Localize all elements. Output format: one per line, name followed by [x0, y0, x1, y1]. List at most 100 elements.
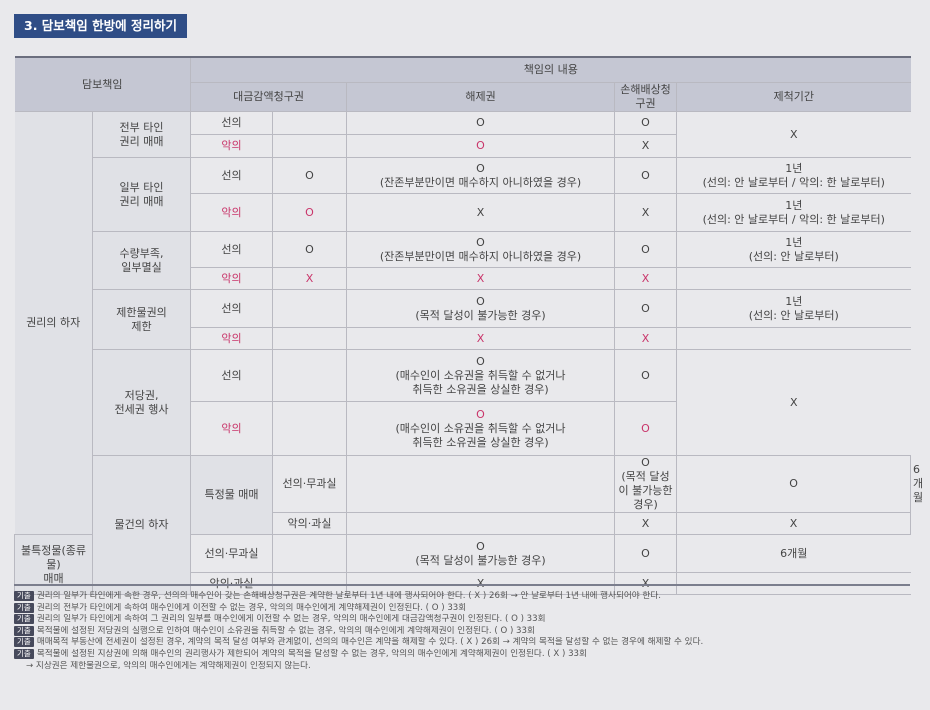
price-reduction-value: O: [272, 193, 348, 232]
rescission-condition: (매수인이 소유권을 취득할 수 없거나 취득한 소유권을 상실한 경우): [395, 368, 566, 396]
period-value: 1년 (선의: 안 날로부터): [676, 231, 911, 268]
rescission-value: X: [346, 193, 616, 232]
good-faith-label: 선의: [190, 157, 274, 194]
rescission-value: O: [346, 134, 616, 158]
damages-value: O: [676, 455, 912, 513]
table-row: 악의 O X: [15, 134, 911, 158]
period-value: 1년 (선의: 안 날로부터 / 악의: 한 날로부터): [676, 193, 911, 232]
good-faith-label: 선의: [190, 231, 274, 268]
damages-value: O: [614, 111, 678, 135]
rescission-condition: (목적 달성이 불가능한 경우): [415, 308, 546, 322]
rescission-mark: O: [476, 161, 485, 175]
period-empty: [676, 572, 911, 595]
good-faith-label: 선의: [190, 349, 274, 402]
damages-value: X: [614, 193, 678, 232]
rescission-value: O (매수인이 소유권을 취득할 수 없거나 취득한 소유권을 상실한 경우): [346, 401, 616, 456]
table-row: 악의 O X X 1년 (선의: 안 날로부터 / 악의: 한 날로부터): [15, 193, 911, 232]
header-liability: 담보책임: [14, 56, 192, 112]
row-mortgage: 저당권, 전세권 행사: [91, 349, 192, 456]
category-goods: 물건의 하자: [92, 455, 192, 595]
good-no-fault-label: 선의·무과실: [190, 534, 274, 573]
table-row: 물건의 하자 특정물 매매 선의·무과실 O (목적 달성이 불가능한 경우) O…: [15, 455, 923, 595]
note-text: 매매목적 부동산에 전세권이 설정된 경우, 계약의 목적 달성 여부와 관계없…: [36, 637, 704, 648]
exam-tag: 기출: [14, 648, 34, 659]
bad-faith-label: 악의: [190, 134, 274, 158]
table-row: 저당권, 전세권 행사 선의 O (매수인이 소유권을 취득할 수 없거나 취득한…: [15, 349, 911, 456]
rescission-value: O (목적 달성이 불가능한 경우): [346, 289, 616, 328]
row-specific: 특정물 매매: [190, 455, 274, 535]
damages-value: X: [614, 327, 678, 350]
bad-faith-label: 악의: [190, 327, 274, 350]
table-row: 악의 X X X: [15, 267, 911, 290]
liability-table: 담보책임 책임의 내용 대금감액청구권 해제권 손해배상청구권 제척기간 권리의…: [14, 56, 923, 595]
exam-notes: 기출 권리의 일부가 타인에게 속한 경우, 선의의 매수인이 갖는 손해배상청구…: [14, 584, 910, 672]
header-row-2: 대금감액청구권 해제권 손해배상청구권 제척기간: [15, 82, 911, 112]
price-reduction-value: O: [272, 231, 348, 268]
good-faith-label: 선의: [190, 289, 274, 328]
note-item: 기출 권리의 전부가 타인에게 속하여 매수인에게 이전할 수 없는 경우, 악의…: [14, 602, 910, 615]
note-text: 목적물에 설정된 저당권의 실행으로 인하여 매수인이 소유권을 취득할 수 없…: [36, 625, 535, 636]
price-reduction-value: O: [272, 157, 348, 194]
rescission-value: X: [614, 512, 678, 535]
period-value: 1년 (선의: 안 날로부터 / 악의: 한 날로부터): [676, 157, 911, 194]
header-content: 책임의 내용: [190, 56, 911, 83]
empty-cell: [272, 534, 348, 573]
damages-value: X: [614, 134, 678, 158]
row-part-other: 일부 타인 권리 매매: [91, 157, 192, 232]
rescission-value: O (잔존부분만이면 매수하지 아니하였을 경우): [346, 157, 616, 194]
table-row: 수량부족, 일부멸실 선의 O O (잔존부분만이면 매수하지 아니하였을 경우)…: [15, 231, 911, 290]
row-quantity: 수량부족, 일부멸실: [91, 231, 192, 290]
empty-cell: [272, 134, 348, 158]
header-damages: 손해배상청구권: [614, 82, 678, 112]
table-row: 제한물권의 제한 선의 O (목적 달성이 불가능한 경우) O 1년 (선의: …: [15, 289, 911, 350]
exam-tag: 기출: [14, 591, 34, 601]
note-text: 권리의 전부가 타인에게 속하여 매수인에게 이전할 수 없는 경우, 악의의 …: [36, 602, 467, 613]
table-row: 권리의 하자 전부 타인 권리 매매 선의 O O X: [14, 111, 911, 535]
damages-value: X: [614, 572, 678, 595]
note-item: 기출 권리의 일부가 타인에게 속하여 그 권리의 일부를 매수인에게 이전할 수…: [14, 614, 910, 626]
row-restricted: 제한물권의 제한: [91, 289, 192, 350]
rescission-condition: (잔존부분만이면 매수하지 아니하였을 경우): [379, 249, 582, 263]
row-all-other: 전부 타인 권리 매매: [91, 111, 192, 158]
table-row: 일부 타인 권리 매매 선의 O O (잔존부분만이면 매수하지 아니하였을 경우…: [15, 157, 911, 232]
exam-tag: 기출: [14, 625, 34, 636]
damages-value: X: [614, 267, 678, 290]
rescission-mark: O: [476, 235, 485, 249]
liability-table-wrap: 담보책임 책임의 내용 대금감액청구권 해제권 손해배상청구권 제척기간 권리의…: [14, 56, 923, 595]
header-price-reduction: 대금감액청구권: [190, 82, 348, 112]
note-text: 권리의 일부가 타인에게 속하여 그 권리의 일부를 매수인에게 이전할 수 없…: [36, 614, 546, 625]
period-empty: [676, 327, 911, 350]
note-text: 권리의 일부가 타인에게 속한 경우, 선의의 매수인이 갖는 손해배상청구권은…: [36, 591, 661, 601]
rescission-value: O (매수인이 소유권을 취득할 수 없거나 취득한 소유권을 상실한 경우): [346, 349, 616, 402]
rescission-mark: O: [476, 539, 485, 553]
price-reduction-value: X: [272, 267, 348, 290]
empty-cell: [346, 512, 616, 535]
table-row: 악의·과실 X X: [15, 572, 911, 595]
rescission-condition: (매수인이 소유권을 취득할 수 없거나 취득한 소유권을 상실한 경우): [395, 421, 566, 449]
period-empty: [676, 267, 911, 290]
damages-value: X: [676, 512, 912, 535]
period-value: 1년 (선의: 안 날로부터): [676, 289, 911, 328]
period-value: 6개월: [676, 534, 911, 573]
note-item: 기출 매매목적 부동산에 전세권이 설정된 경우, 계약의 목적 달성 여부와 관…: [14, 637, 910, 649]
damages-value: O: [614, 349, 678, 402]
note-explanation: → 지상권은 제한물권으로, 악의의 매수인에게는 계약해제권이 인정되지 않는…: [26, 660, 311, 671]
good-no-fault-label: 선의·무과실: [272, 455, 348, 513]
damages-value: O: [614, 289, 678, 328]
note-item: 기출 권리의 일부가 타인에게 속한 경우, 선의의 매수인이 갖는 손해배상청구…: [14, 591, 910, 603]
rescission-mark: O: [476, 294, 485, 308]
empty-cell: [272, 111, 348, 135]
damages-value: O: [614, 231, 678, 268]
empty-cell: [272, 401, 348, 456]
rescission-value: O: [346, 111, 616, 135]
rescission-mark: O: [476, 407, 485, 421]
rescission-value: X: [346, 327, 616, 350]
header-period: 제척기간: [676, 82, 911, 112]
rescission-value: O (목적 달성이 불가능한 경우): [346, 534, 616, 573]
good-faith-label: 선의: [190, 111, 274, 135]
table-row: 악의 O (매수인이 소유권을 취득할 수 없거나 취득한 소유권을 상실한 경우…: [15, 401, 911, 456]
damages-value: O: [614, 401, 678, 456]
bad-faith-label: 악의: [190, 193, 274, 232]
rescission-mark: O: [641, 456, 650, 469]
